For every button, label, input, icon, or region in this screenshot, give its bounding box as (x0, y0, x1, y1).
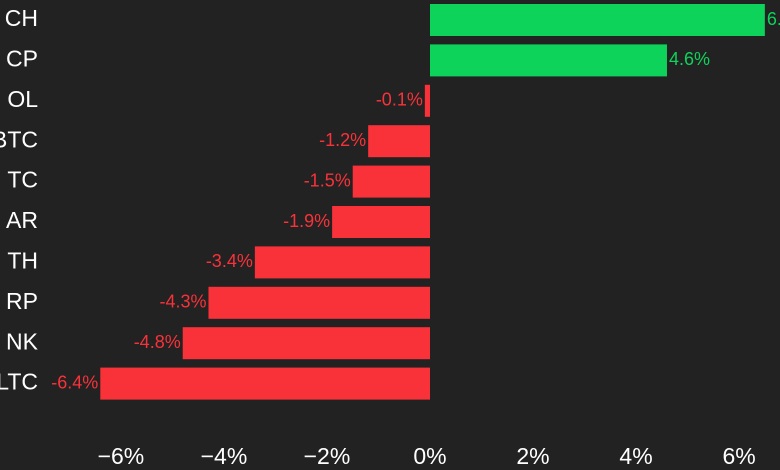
bar (352, 165, 430, 198)
x-tick-label: 0% (413, 443, 446, 469)
category-label: LTC (0, 369, 38, 395)
category-label: OL (7, 86, 38, 112)
bar (368, 125, 430, 158)
value-label: 4.6% (669, 49, 710, 69)
value-label: 6.5% (767, 9, 780, 29)
value-label: -1.2% (319, 130, 366, 150)
value-label: -1.5% (304, 170, 351, 190)
category-label: RP (6, 288, 38, 314)
bar (430, 4, 765, 36)
category-label: TH (7, 247, 38, 273)
bar (254, 246, 430, 279)
x-tick-label: 4% (619, 443, 652, 469)
category-label: CH (5, 5, 38, 31)
value-label: -0.1% (376, 90, 423, 110)
x-tick-label: −4% (201, 443, 248, 469)
category-label: TC (7, 167, 38, 193)
category-label: BTC (0, 126, 38, 152)
bar (332, 206, 430, 238)
bar (424, 84, 430, 117)
value-label: -3.4% (206, 251, 253, 271)
value-label: -4.8% (134, 332, 181, 352)
x-tick-label: 2% (516, 443, 549, 469)
bar (430, 44, 667, 77)
x-tick-label: −6% (98, 443, 145, 469)
x-tick-label: 6% (722, 443, 755, 469)
category-label: NK (6, 328, 39, 354)
bar (100, 367, 430, 400)
value-label: -1.9% (283, 211, 330, 231)
bar (208, 286, 430, 319)
category-label: AR (6, 207, 38, 233)
bar (182, 327, 430, 360)
value-label: -4.3% (159, 292, 206, 312)
category-label: CP (6, 45, 38, 71)
x-tick-label: −2% (304, 443, 351, 469)
value-label: -6.4% (51, 372, 98, 392)
